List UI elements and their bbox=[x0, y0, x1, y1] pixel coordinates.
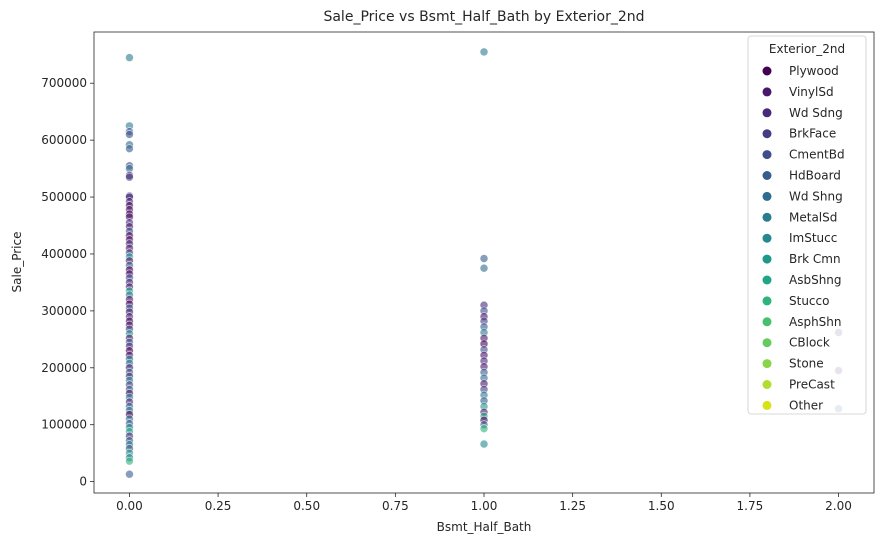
data-point bbox=[479, 263, 489, 273]
legend-box bbox=[747, 35, 867, 415]
legend-marker bbox=[762, 359, 772, 369]
x-tick-label: 0.75 bbox=[382, 499, 409, 513]
legend-marker bbox=[762, 212, 772, 222]
legend-title: Exterior_2nd bbox=[769, 42, 845, 56]
y-axis: 0 100000 200000 300000 400000 500000 600000 700… bbox=[41, 76, 94, 489]
legend-marker bbox=[762, 66, 772, 76]
legend-entry-label: BrkFace bbox=[789, 127, 836, 141]
legend-marker bbox=[762, 254, 772, 264]
data-point bbox=[479, 47, 489, 57]
legend-marker bbox=[762, 275, 772, 285]
legend-marker bbox=[762, 380, 772, 389]
data-point bbox=[125, 130, 134, 139]
legend-marker bbox=[762, 150, 772, 160]
y-tick-label: 600000 bbox=[41, 133, 87, 147]
legend-marker bbox=[762, 233, 772, 243]
x-tick-label: 0.25 bbox=[205, 499, 232, 513]
legend-entry-label: PreCast bbox=[789, 378, 835, 392]
y-tick-label: 700000 bbox=[41, 76, 87, 90]
legend-entry-label: Stucco bbox=[789, 294, 829, 308]
legend-entry-label: Plywood bbox=[789, 64, 839, 78]
x-tick-label: 2.00 bbox=[825, 499, 852, 513]
legend-entry-label: Stone bbox=[789, 357, 824, 371]
y-tick-label: 200000 bbox=[41, 361, 87, 375]
x-tick-label: 1.25 bbox=[559, 499, 586, 513]
legend-entry-label: HdBoard bbox=[789, 169, 841, 183]
legend-entry-label: Wd Sdng bbox=[789, 106, 843, 120]
legend-marker bbox=[762, 317, 772, 327]
points-layer bbox=[125, 47, 843, 479]
data-point bbox=[125, 53, 134, 62]
legend-marker bbox=[762, 129, 772, 139]
legend: Exterior_2nd Plywood VinylSd Wd Sdng BrkFac… bbox=[747, 35, 867, 415]
data-point bbox=[125, 469, 134, 479]
x-tick-label: 0.50 bbox=[293, 499, 320, 513]
legend-entry-label: Brk Cmn bbox=[789, 252, 841, 266]
legend-entry-label: CmentBd bbox=[789, 148, 845, 162]
legend-entry-label: ImStucc bbox=[789, 231, 837, 245]
data-point bbox=[125, 144, 134, 153]
data-point bbox=[479, 439, 489, 449]
legend-entry-label: AsbShng bbox=[789, 273, 842, 287]
x-tick-label: 1.75 bbox=[737, 499, 764, 513]
legend-marker bbox=[762, 171, 772, 180]
legend-marker bbox=[762, 400, 772, 410]
legend-entry-label: VinylSd bbox=[789, 85, 834, 99]
y-axis-label: Sale_Price bbox=[10, 232, 24, 293]
x-axis-label: Bsmt_Half_Bath bbox=[437, 520, 532, 534]
chart-title: Sale_Price vs Bsmt_Half_Bath by Exterior… bbox=[323, 9, 644, 25]
legend-entries: Plywood VinylSd Wd Sdng BrkFace CmentBd HdBoa… bbox=[762, 64, 845, 412]
legend-marker bbox=[762, 338, 772, 348]
legend-entry-label: AsphShn bbox=[789, 315, 842, 329]
legend-marker bbox=[762, 87, 772, 97]
y-tick-label: 400000 bbox=[41, 247, 87, 261]
legend-marker bbox=[762, 296, 772, 306]
data-point bbox=[125, 172, 134, 182]
legend-entry-label: CBlock bbox=[789, 336, 830, 350]
x-axis: 0.00 0.25 0.50 0.75 1.00 1.25 1.50 1.75 2.00 bbox=[116, 493, 852, 513]
data-point bbox=[125, 456, 134, 466]
y-tick-label: 0 bbox=[79, 475, 87, 489]
data-point bbox=[479, 424, 489, 433]
y-tick-label: 500000 bbox=[41, 190, 87, 204]
y-tick-label: 100000 bbox=[41, 418, 87, 432]
legend-marker bbox=[762, 191, 772, 201]
legend-entry-label: Other bbox=[789, 398, 823, 412]
x-tick-label: 1.00 bbox=[471, 499, 498, 513]
x-tick-label: 0.00 bbox=[116, 499, 143, 513]
legend-entry-label: MetalSd bbox=[789, 210, 837, 224]
legend-marker bbox=[762, 108, 772, 118]
legend-entry-label: Wd Shng bbox=[789, 189, 843, 203]
x-tick-label: 1.50 bbox=[648, 499, 675, 513]
data-point bbox=[479, 254, 489, 263]
y-tick-label: 300000 bbox=[41, 304, 87, 318]
